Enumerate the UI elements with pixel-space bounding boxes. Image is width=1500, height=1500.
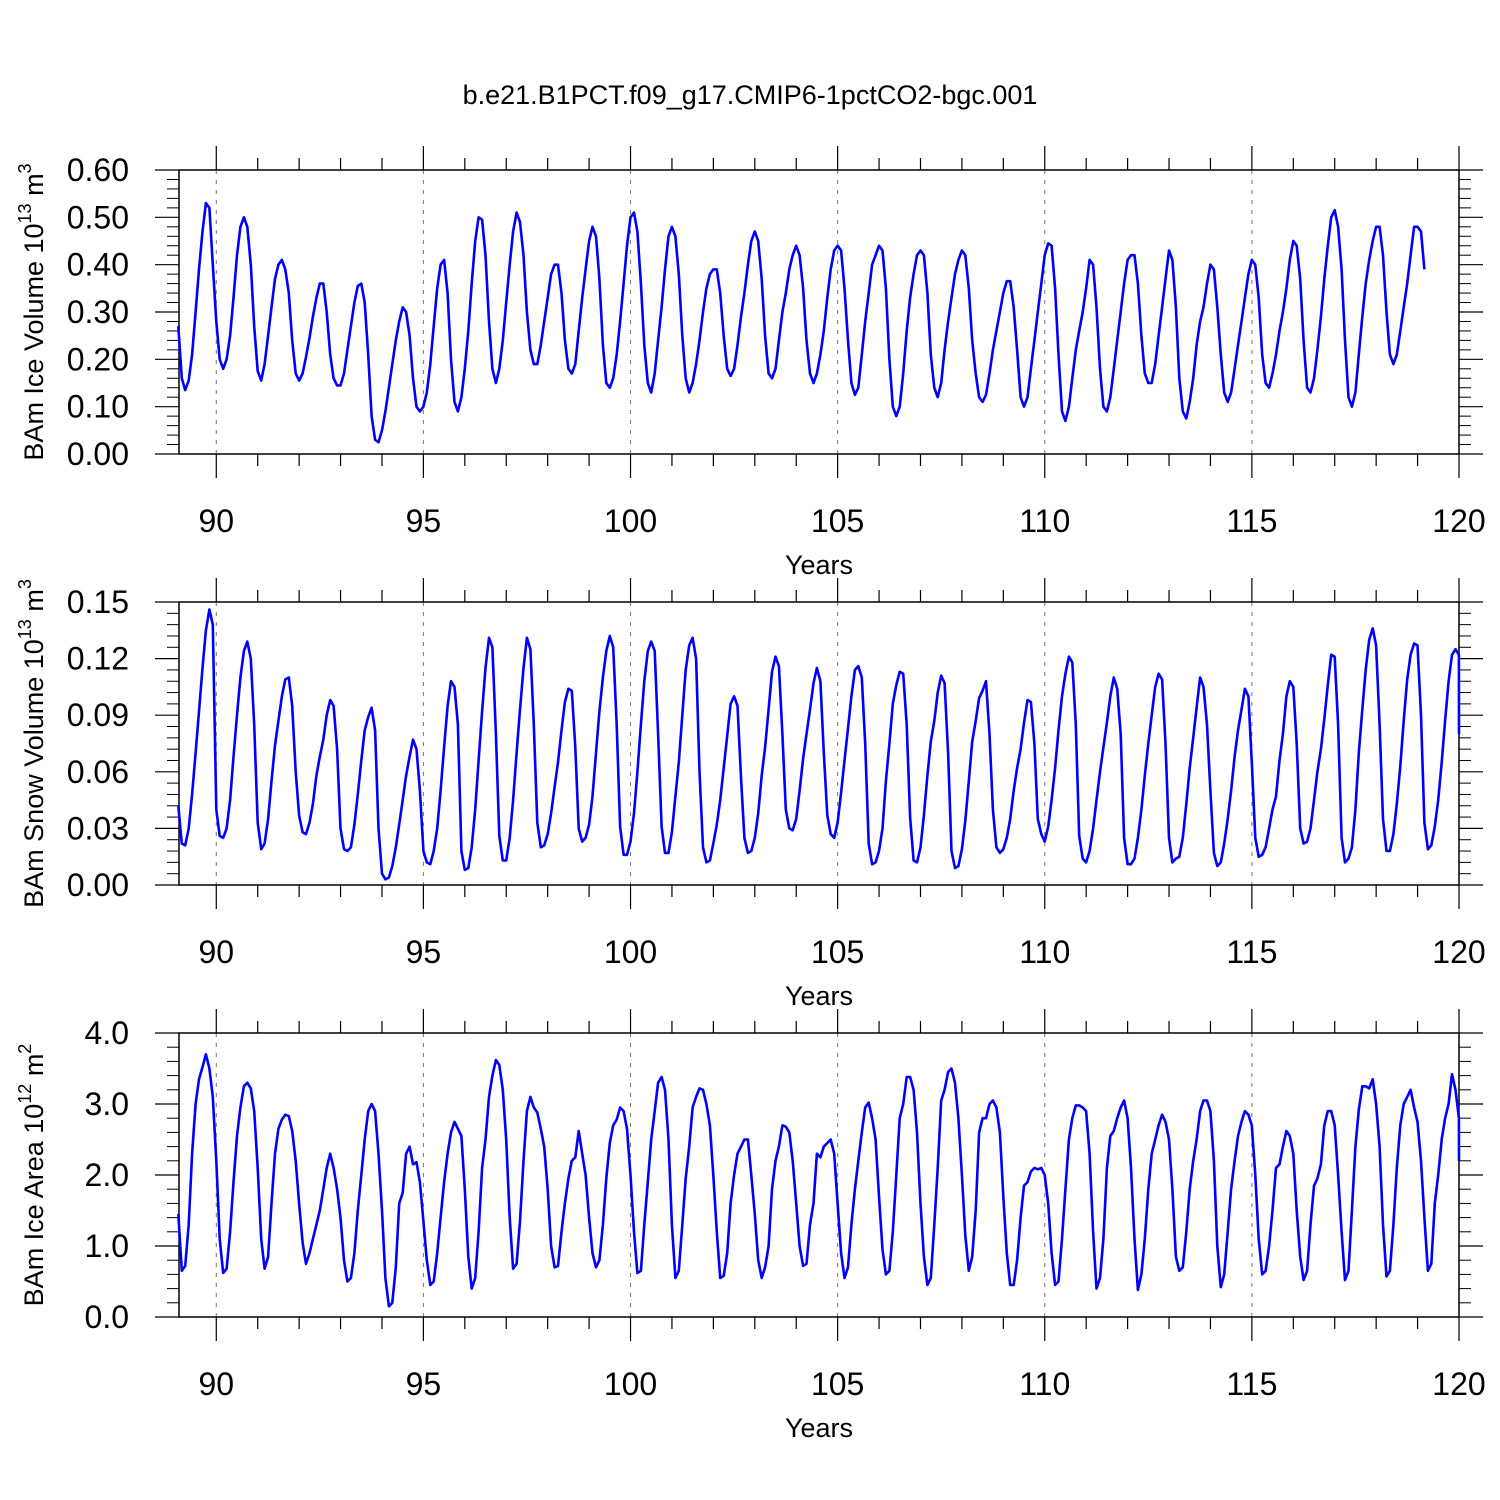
y-tick-label: 0.15 (67, 584, 129, 620)
y-axis-label-unit-exponent: 2 (15, 1044, 35, 1054)
x-tick-label: 105 (811, 503, 864, 539)
x-tick-label: 90 (198, 1366, 234, 1402)
y-tick-label: 0.00 (67, 867, 129, 903)
y-axis-label-unit: m (19, 173, 49, 203)
x-tick-label: 90 (198, 934, 234, 970)
x-tick-label: 115 (1226, 1366, 1277, 1402)
y-tick-label: 0.03 (67, 810, 129, 846)
panel-1: 90 95 100 105 110 115 120 0.00 0.10 0.20 0.30 0.40 0… (15, 146, 1486, 580)
y-tick-label: 0.60 (67, 152, 129, 188)
y-tick-label: 0.06 (67, 754, 129, 790)
y-tick-label: 0.09 (67, 697, 129, 733)
x-tick-label: 115 (1226, 503, 1277, 539)
y-axis-label-unit: m (19, 589, 49, 619)
x-axis-label: Years (785, 550, 853, 580)
panel-2: 90 95 100 105 110 115 120 0.00 0.03 0.06 0.09 0.12 0… (15, 578, 1486, 1011)
y-axis-label-exponent: 13 (15, 203, 35, 223)
y-tick-label: 4.0 (85, 1015, 129, 1051)
x-tick-label: 90 (198, 503, 234, 539)
y-tick-label: 0.20 (67, 341, 129, 377)
y-axis-label-exponent: 13 (15, 619, 35, 639)
y-axis-label: BAm Ice Volume 1013 m3 (15, 163, 49, 460)
x-tick-label: 105 (811, 934, 864, 970)
panel-3: 90 95 100 105 110 115 120 0.0 1.0 2.0 3.0 4.0 Years B… (15, 1009, 1486, 1443)
y-tick-label: 0.30 (67, 294, 129, 330)
series-line (177, 201, 1426, 444)
y-tick-label: 0.50 (67, 199, 129, 235)
y-axis-label-text: BAm Snow Volume 10 (19, 639, 49, 908)
y-tick-label: 0.00 (67, 436, 129, 472)
y-tick-label: 1.0 (85, 1228, 129, 1264)
x-tick-label: 115 (1226, 934, 1277, 970)
series-line (177, 1053, 1461, 1308)
y-axis-label-text: BAm Ice Volume 10 (19, 223, 49, 460)
x-axis-label: Years (785, 1413, 853, 1443)
y-axis-label: BAm Snow Volume 1013 m3 (15, 579, 49, 908)
chart-title: b.e21.B1PCT.f09_g17.CMIP6-1pctCO2-bgc.00… (462, 80, 1038, 110)
series-line (177, 608, 1461, 881)
y-tick-label: 2.0 (85, 1157, 129, 1193)
x-tick-label: 120 (1432, 934, 1485, 970)
x-tick-label: 105 (811, 1366, 864, 1402)
plot-frame (178, 1032, 1460, 1318)
y-axis-label-unit-exponent: 3 (15, 163, 35, 173)
x-tick-label: 95 (406, 1366, 442, 1402)
y-axis-label-text: BAm Ice Area 10 (19, 1104, 49, 1307)
x-tick-label: 95 (406, 934, 442, 970)
y-axis-label-unit: m (19, 1054, 49, 1084)
y-tick-label: 0.10 (67, 389, 129, 425)
y-tick-label: 3.0 (85, 1086, 129, 1122)
x-tick-label: 100 (604, 503, 657, 539)
y-axis-label-unit-exponent: 3 (15, 579, 35, 589)
x-tick-label: 100 (604, 934, 657, 970)
x-axis-label: Years (785, 981, 853, 1011)
x-tick-label: 120 (1432, 1366, 1485, 1402)
plot-frame (178, 601, 1460, 886)
x-tick-label: 95 (406, 503, 442, 539)
y-axis-label: BAm Ice Area 1012 m2 (15, 1044, 49, 1307)
y-tick-label: 0.40 (67, 247, 129, 283)
x-tick-label: 100 (604, 1366, 657, 1402)
x-tick-label: 110 (1019, 1366, 1070, 1402)
y-tick-label: 0.0 (85, 1299, 129, 1335)
y-tick-label: 0.12 (67, 641, 129, 677)
x-tick-label: 120 (1432, 503, 1485, 539)
y-axis-label-exponent: 12 (15, 1084, 35, 1104)
x-tick-label: 110 (1019, 934, 1070, 970)
x-tick-label: 110 (1019, 503, 1070, 539)
